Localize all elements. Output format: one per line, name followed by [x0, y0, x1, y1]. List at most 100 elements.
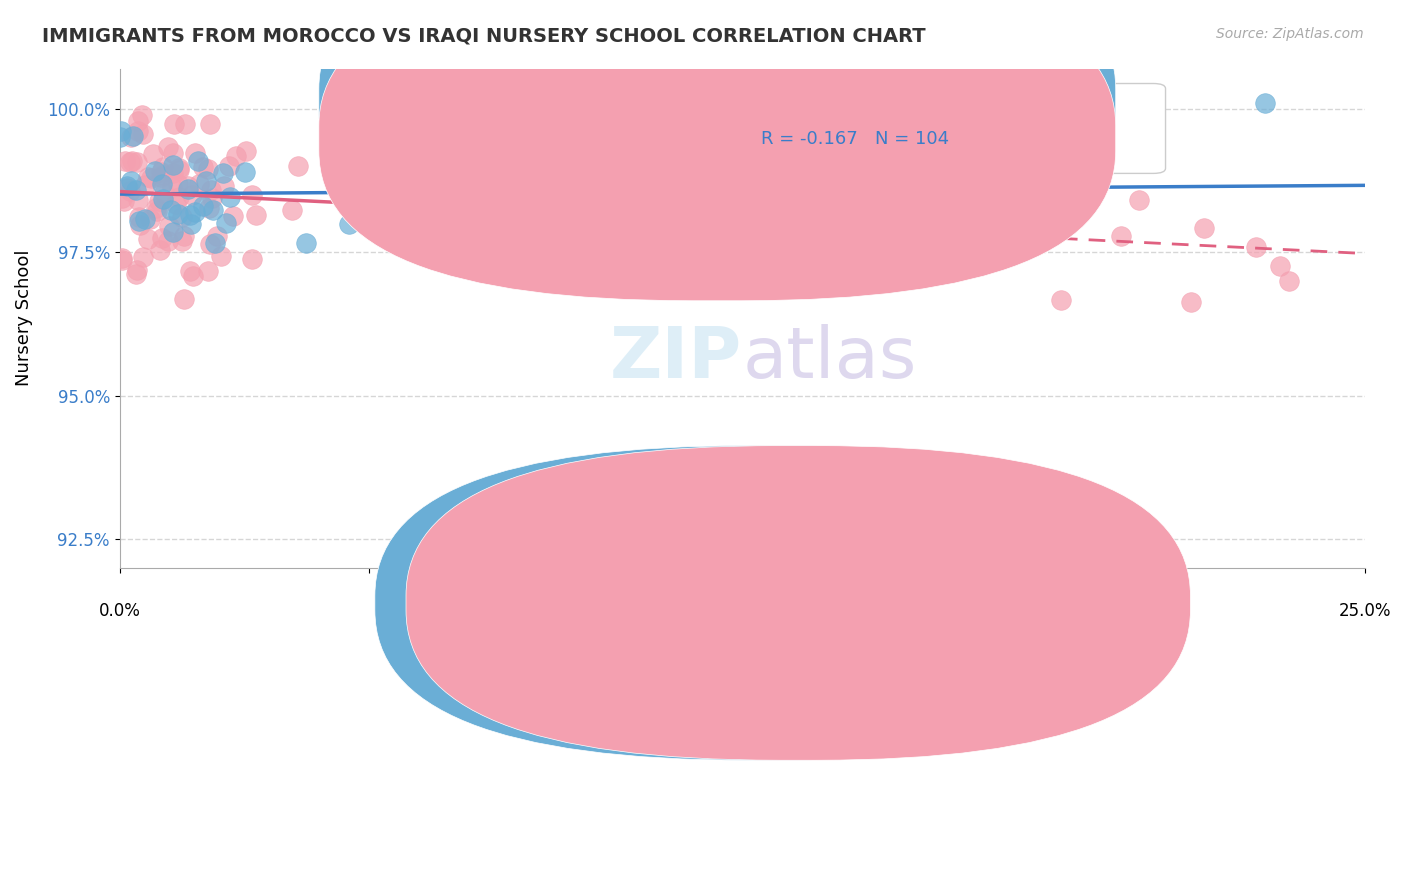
Point — [111, 191, 134, 205]
Text: ZIP: ZIP — [610, 324, 742, 392]
Point — [281, 202, 304, 217]
Point — [457, 166, 479, 180]
Point — [522, 189, 544, 203]
Point — [357, 92, 380, 106]
Point — [1180, 295, 1202, 310]
Point — [1109, 229, 1132, 244]
Point — [191, 160, 214, 174]
Point — [235, 145, 257, 159]
Point — [152, 168, 174, 182]
Point — [783, 219, 806, 234]
Point — [295, 235, 318, 250]
Point — [162, 166, 184, 180]
Point — [160, 180, 183, 194]
Point — [125, 183, 148, 197]
Text: atlas: atlas — [742, 324, 917, 392]
Point — [478, 260, 501, 274]
Point — [160, 202, 183, 217]
Point — [706, 239, 728, 253]
Point — [202, 202, 225, 217]
Point — [205, 229, 228, 244]
Point — [225, 149, 247, 163]
Point — [233, 164, 256, 178]
Point — [162, 158, 184, 172]
Point — [143, 164, 166, 178]
Point — [1194, 221, 1216, 235]
Point — [162, 225, 184, 239]
Point — [167, 207, 190, 221]
Point — [204, 236, 226, 251]
Point — [779, 222, 801, 236]
Text: IMMIGRANTS FROM MOROCCO VS IRAQI NURSERY SCHOOL CORRELATION CHART: IMMIGRANTS FROM MOROCCO VS IRAQI NURSERY… — [42, 27, 925, 45]
Point — [180, 217, 202, 231]
Point — [181, 188, 204, 202]
Point — [120, 155, 142, 169]
Point — [127, 193, 149, 207]
Point — [193, 199, 215, 213]
Text: Immigrants from Morocco: Immigrants from Morocco — [529, 594, 742, 612]
Point — [167, 190, 190, 204]
Point — [170, 235, 193, 249]
Point — [114, 154, 136, 169]
Point — [640, 155, 662, 169]
Point — [150, 231, 173, 245]
Point — [127, 114, 149, 128]
Point — [240, 252, 263, 266]
Point — [173, 292, 195, 306]
Point — [163, 117, 186, 131]
FancyBboxPatch shape — [319, 0, 1116, 263]
Point — [1268, 259, 1291, 273]
Point — [287, 159, 309, 173]
Point — [165, 197, 187, 211]
Point — [125, 268, 148, 282]
Point — [108, 130, 131, 145]
Point — [153, 186, 176, 201]
Point — [1005, 187, 1028, 202]
Point — [129, 218, 152, 232]
Point — [142, 146, 165, 161]
Text: Source: ZipAtlas.com: Source: ZipAtlas.com — [1216, 27, 1364, 41]
FancyBboxPatch shape — [668, 84, 1166, 173]
Point — [162, 146, 184, 161]
Point — [211, 166, 233, 180]
Point — [936, 254, 959, 268]
Point — [172, 210, 194, 224]
Text: R =  0.466   N =   37: R = 0.466 N = 37 — [761, 89, 949, 108]
Point — [120, 130, 142, 145]
Point — [139, 171, 162, 186]
Text: Iraqis: Iraqis — [799, 594, 844, 612]
Point — [245, 207, 267, 221]
Point — [201, 191, 224, 205]
Point — [1244, 239, 1267, 253]
Point — [149, 244, 172, 258]
Point — [218, 189, 240, 203]
Point — [120, 174, 142, 188]
FancyBboxPatch shape — [319, 0, 1116, 301]
Point — [122, 128, 145, 143]
Point — [179, 264, 201, 278]
Text: 0.0%: 0.0% — [98, 602, 141, 621]
Point — [183, 204, 205, 219]
Point — [195, 174, 218, 188]
Point — [110, 124, 132, 138]
Point — [127, 124, 149, 138]
Point — [198, 201, 221, 215]
Point — [655, 155, 678, 169]
Point — [173, 229, 195, 244]
Point — [557, 219, 579, 233]
Point — [1128, 193, 1150, 207]
Point — [134, 211, 156, 226]
Point — [127, 154, 149, 169]
Point — [157, 234, 180, 248]
Point — [337, 217, 360, 231]
Text: 25.0%: 25.0% — [1339, 602, 1391, 621]
Point — [184, 146, 207, 161]
Point — [145, 202, 167, 216]
Point — [136, 169, 159, 184]
Point — [115, 181, 138, 195]
Point — [152, 192, 174, 206]
Point — [689, 197, 711, 211]
Point — [150, 165, 173, 179]
Point — [134, 178, 156, 192]
Point — [115, 179, 138, 194]
